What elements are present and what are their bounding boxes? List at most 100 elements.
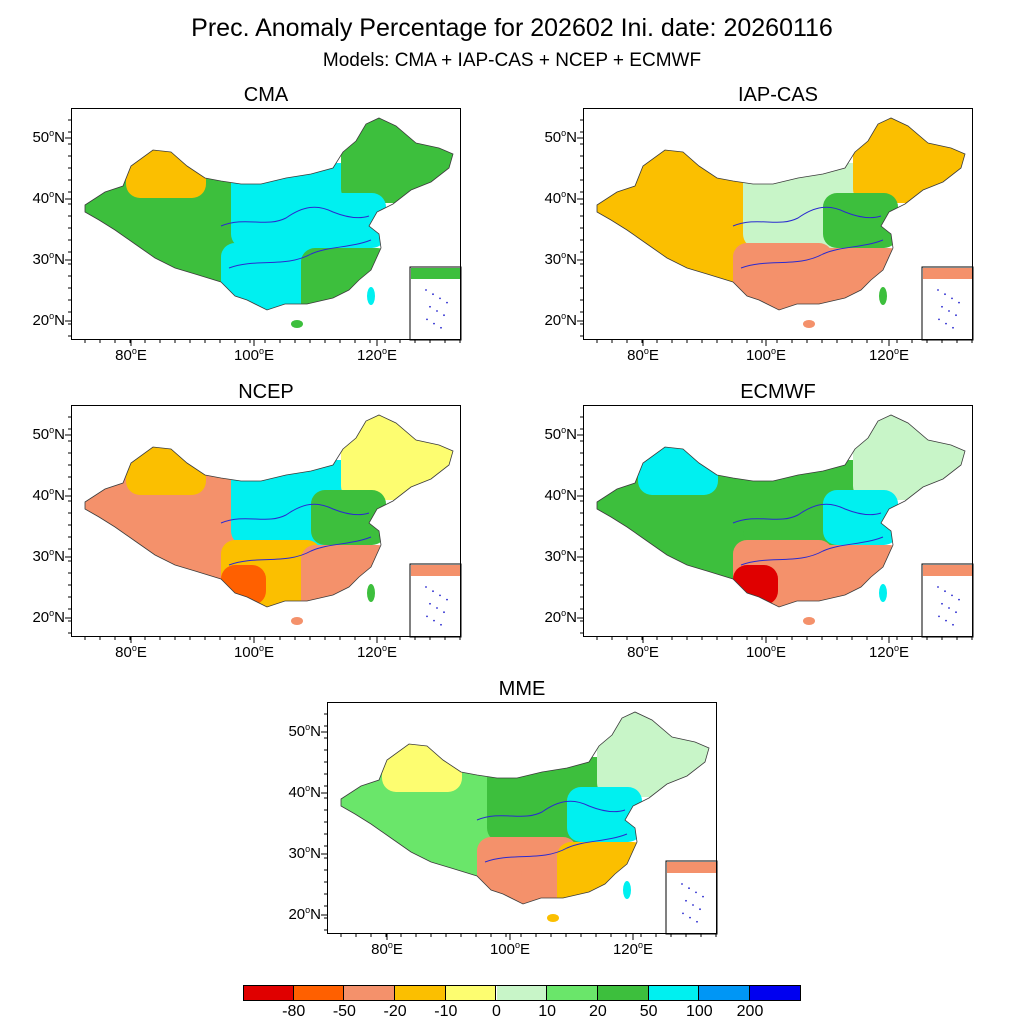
lat-tick-label: 30oN [525, 547, 577, 565]
south-china-sea-inset [409, 563, 462, 638]
degree-symbol: o [49, 486, 55, 496]
lat-tick-label: 50oN [269, 722, 321, 740]
island-hainan [291, 617, 303, 625]
tick-value: 100 [745, 644, 771, 661]
colorbar-legend [243, 985, 801, 1001]
degree-symbol: o [643, 346, 649, 356]
degree-symbol: o [515, 940, 521, 950]
tick-value: 50 [544, 129, 562, 146]
island-hainan [547, 914, 559, 922]
anomaly-field [85, 415, 453, 607]
region-northeast [853, 118, 965, 203]
tick-value: 30 [32, 251, 50, 268]
island-taiwan [879, 287, 887, 305]
region-northeast [597, 712, 709, 797]
river-yellow [732, 206, 882, 227]
tick-value: 100 [233, 644, 259, 661]
tick-unit: N [54, 251, 65, 268]
degree-symbol: o [771, 346, 777, 356]
map-panel-ecmwf: ECMWF 50oN 40oN 30oN 20oN 80oE 100oE 120oE [544, 381, 974, 661]
river-yangtze [740, 239, 884, 269]
degree-symbol: o [305, 905, 311, 915]
degree-symbol: o [561, 250, 567, 260]
colorbar-label: -50 [332, 1003, 356, 1020]
degree-symbol: o [49, 608, 55, 618]
degree-symbol: o [49, 189, 55, 199]
lat-tick-label: 40oN [13, 189, 65, 207]
tick-unit: N [566, 312, 577, 329]
lat-tick-label: 20oN [269, 905, 321, 923]
degree-symbol: o [259, 346, 265, 356]
tick-value: 100 [233, 347, 259, 364]
degree-symbol: o [131, 643, 137, 653]
island-hainan [291, 320, 303, 328]
degree-symbol: o [382, 346, 388, 356]
tick-unit: N [310, 723, 321, 740]
colorbar-swatch [547, 985, 598, 1000]
map-panel-mme: MME 50oN 40oN 30oN 20oN 80oE 100oE 120oE [288, 678, 718, 958]
map-frame [327, 702, 717, 934]
tick-unit: E [899, 347, 910, 364]
colorbar-swatch [445, 985, 497, 1000]
region-northeast [341, 415, 453, 500]
panel-title-iap-cas: IAP-CAS [737, 84, 819, 106]
map-panel-ncep: NCEP 50oN 40oN 30oN 20oN 80oE 100oE 120oE [32, 381, 462, 661]
lon-tick-label: 120oE [603, 940, 663, 958]
region-nw_blob [638, 445, 718, 495]
colorbar-label: 100 [685, 1003, 713, 1020]
lat-tick-label: 30oN [13, 250, 65, 268]
island-hainan [803, 320, 815, 328]
colorbar-swatch [243, 985, 294, 1000]
colorbar-label: 20 [588, 1003, 607, 1020]
country-border [340, 711, 710, 905]
tick-value: 40 [32, 190, 50, 207]
degree-symbol: o [561, 486, 567, 496]
tick-value: 20 [544, 609, 562, 626]
region-nw_blob [638, 148, 718, 198]
tick-value: 50 [32, 426, 50, 443]
island-taiwan [367, 287, 375, 305]
lat-tick-label: 40oN [269, 783, 321, 801]
river-yangtze [228, 536, 372, 566]
tick-unit: E [387, 347, 398, 364]
lat-tick-label: 50oN [525, 425, 577, 443]
south-china-sea-inset [921, 563, 974, 638]
map-panel-cma: CMA 50oN 40oN 30oN 20oN 80oE 100oE 120oE [32, 84, 462, 364]
south-china-sea-inset [409, 266, 462, 341]
lat-tick-label: 30oN [13, 547, 65, 565]
tick-unit: E [648, 644, 659, 661]
tick-unit: N [54, 312, 65, 329]
colorbar-swatch [699, 985, 750, 1000]
tick-value: 30 [32, 548, 50, 565]
lon-tick-label: 100oE [736, 346, 796, 364]
tick-unit: N [566, 129, 577, 146]
river-yangtze [740, 536, 884, 566]
region-east [823, 490, 898, 545]
lat-tick-label: 50oN [13, 128, 65, 146]
tick-value: 20 [288, 906, 306, 923]
lat-tick-label: 40oN [525, 189, 577, 207]
lat-tick-label: 20oN [525, 608, 577, 626]
map-ncep [65, 405, 462, 643]
colorbar-swatch [293, 985, 345, 1000]
region-nw_blob [126, 148, 206, 198]
tick-value: 80 [371, 941, 388, 958]
tick-value: 120 [868, 644, 894, 661]
tick-value: 80 [627, 644, 644, 661]
country-border [596, 414, 966, 608]
anomaly-field [85, 118, 453, 310]
degree-symbol: o [49, 250, 55, 260]
lon-tick-label: 120oE [347, 346, 407, 364]
tick-value: 100 [489, 941, 515, 958]
tick-unit: N [566, 487, 577, 504]
degree-symbol: o [305, 722, 311, 732]
tick-unit: E [776, 347, 787, 364]
panel-title-mme: MME [498, 678, 546, 700]
degree-symbol: o [259, 643, 265, 653]
lon-tick-label: 100oE [224, 643, 284, 661]
map-frame [583, 108, 973, 340]
degree-symbol: o [305, 844, 311, 854]
tick-unit: N [566, 548, 577, 565]
figure-subtitle: Models: CMA + IAP-CAS + NCEP + ECMWF [322, 50, 702, 71]
map-iap-cas [577, 108, 974, 346]
